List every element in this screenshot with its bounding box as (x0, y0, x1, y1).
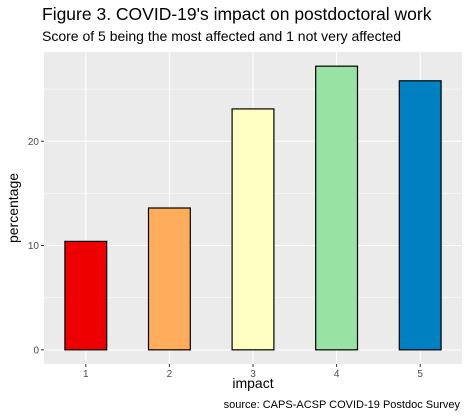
x-tick-label: 4 (334, 369, 340, 380)
x-tick-label: 5 (417, 369, 423, 380)
y-tick-label: 20 (28, 137, 40, 148)
bars (64, 65, 442, 351)
bar-4 (315, 65, 359, 351)
chart-title: Figure 3. COVID-19's impact on postdocto… (42, 4, 432, 24)
x-axis: 1 2 3 4 5 (83, 364, 423, 380)
y-tick-label: 0 (33, 345, 39, 356)
x-tick-label: 1 (83, 369, 89, 380)
chart-subtitle: Score of 5 being the most affected and 1… (42, 28, 402, 44)
y-tick-label: 10 (28, 241, 40, 252)
bar-3 (231, 108, 275, 351)
x-tick-label: 2 (167, 369, 173, 380)
x-tick-label: 3 (250, 369, 256, 380)
x-axis-title: impact (232, 375, 273, 391)
bar-5 (398, 80, 442, 351)
y-axis: 0 10 20 (28, 137, 44, 356)
y-axis-title: percentage (5, 173, 21, 243)
bar-2 (147, 207, 191, 351)
bar-1 (64, 240, 108, 351)
source-caption: source: CAPS-ACSP COVID-19 Postdoc Surve… (223, 399, 460, 411)
